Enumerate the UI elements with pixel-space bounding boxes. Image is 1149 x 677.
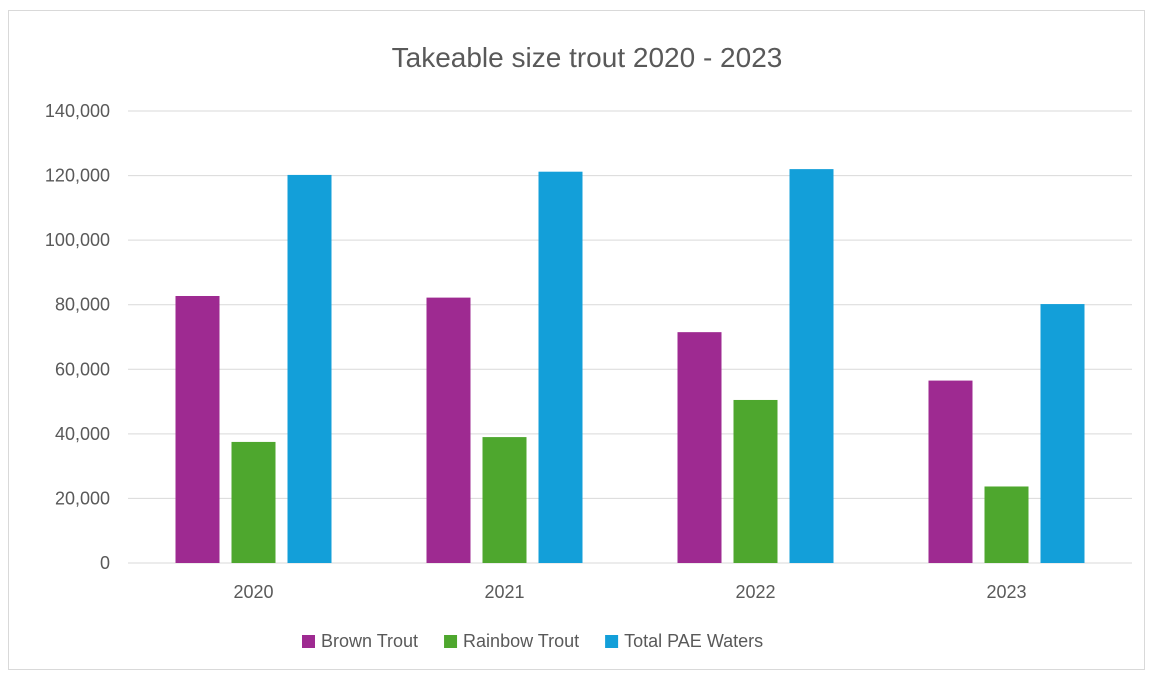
bar-rainbow-trout-2020 (231, 441, 276, 563)
y-tick-label: 40,000 (55, 424, 110, 444)
bar-rainbow-trout-2022 (733, 399, 778, 563)
y-axis-ticks: 0 20,000 40,000 60,000 80,000 100,000 120,000 1… (45, 101, 110, 573)
y-tick-label: 80,000 (55, 295, 110, 315)
legend-swatch (444, 635, 458, 648)
y-tick-label: 120,000 (45, 166, 110, 186)
legend-swatch (605, 635, 619, 648)
x-axis-ticks: 2020 2021 2022 2023 (233, 582, 1026, 602)
x-tick-label: 2020 (233, 582, 273, 602)
y-tick-label: 0 (100, 553, 110, 573)
bar-total-pae-waters-2023 (1040, 304, 1085, 563)
bar-brown-trout-2022 (677, 332, 722, 563)
gridlines (128, 110, 1132, 564)
y-tick-label: 20,000 (55, 488, 110, 508)
chart-title: Takeable size trout 2020 - 2023 (392, 42, 783, 73)
legend: Brown Trout Rainbow Trout Total PAE Waters (302, 631, 763, 651)
legend-label: Total PAE Waters (624, 631, 763, 651)
x-tick-label: 2023 (986, 582, 1026, 602)
x-tick-label: 2022 (735, 582, 775, 602)
legend-swatch (302, 635, 315, 648)
bar-total-pae-waters-2022 (789, 169, 834, 563)
x-tick-label: 2021 (484, 582, 524, 602)
y-tick-label: 140,000 (45, 101, 110, 121)
bar-brown-trout-2020 (175, 295, 220, 563)
bars (175, 169, 1085, 563)
bar-total-pae-waters-2020 (287, 174, 332, 563)
legend-label: Brown Trout (321, 631, 418, 651)
bar-brown-trout-2023 (928, 380, 973, 563)
bar-brown-trout-2021 (426, 297, 471, 563)
bar-total-pae-waters-2021 (538, 171, 583, 563)
bar-rainbow-trout-2023 (984, 486, 1029, 563)
y-tick-label: 100,000 (45, 230, 110, 250)
legend-label: Rainbow Trout (463, 631, 579, 651)
bar-rainbow-trout-2021 (482, 437, 527, 563)
y-tick-label: 60,000 (55, 359, 110, 379)
